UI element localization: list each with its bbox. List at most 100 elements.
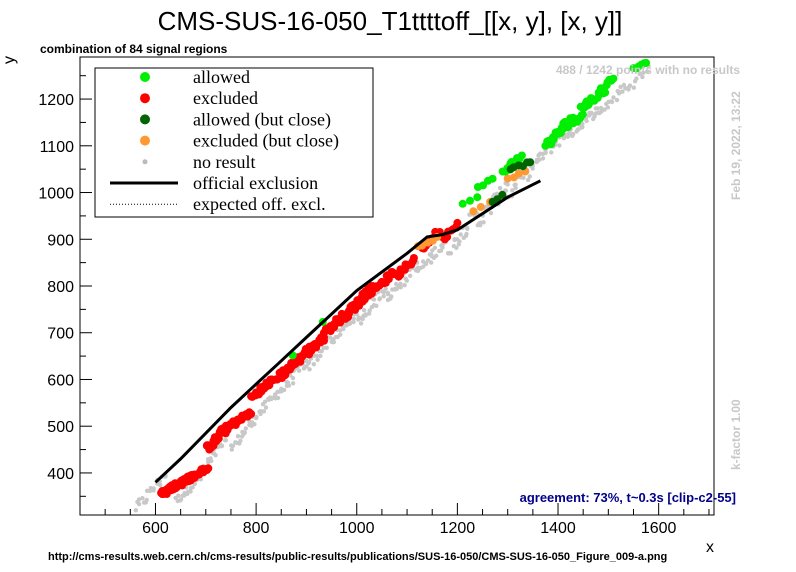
point-no-result <box>136 501 142 507</box>
source-url: http://cms-results.web.cern.ch/cms-resul… <box>48 551 667 563</box>
legend-marker <box>142 159 148 165</box>
agreement-note: agreement: 73%, t~0.3s [clip-c2-55] <box>520 490 736 505</box>
point-no-result <box>371 297 377 302</box>
point-no-result <box>158 482 163 488</box>
point-allowed-close <box>498 190 507 199</box>
point-allowed <box>458 199 467 208</box>
point-allowed <box>549 135 558 144</box>
point-no-result <box>513 185 518 191</box>
point-no-result <box>235 434 241 439</box>
point-no-result <box>530 166 535 171</box>
point-no-result <box>510 188 515 193</box>
point-excluded-close <box>476 203 485 211</box>
point-excluded-close <box>514 169 523 178</box>
y-axis-label: y <box>1 56 18 64</box>
point-excluded <box>453 218 462 227</box>
point-no-result <box>319 349 324 354</box>
y-tick-label: 500 <box>47 419 74 436</box>
point-no-result <box>238 438 243 443</box>
point-no-result <box>457 239 462 244</box>
point-no-result <box>258 409 263 414</box>
point-no-result <box>521 175 526 180</box>
point-no-result <box>304 364 309 369</box>
point-excluded <box>204 464 213 473</box>
point-no-result <box>595 106 600 111</box>
official-exclusion-curve <box>154 179 542 484</box>
legend-label: expected off. excl. <box>193 194 326 214</box>
x-tick-label: 1600 <box>641 520 677 537</box>
point-no-result <box>465 226 470 231</box>
point-allowed <box>466 196 474 205</box>
point-no-result <box>374 303 379 308</box>
official-exclusion-line <box>154 179 542 484</box>
legend-marker <box>140 93 150 104</box>
point-allowed-close <box>526 158 535 167</box>
point-excluded <box>247 409 256 418</box>
point-no-result <box>151 486 156 491</box>
y-tick-label: 1000 <box>38 186 74 203</box>
chart-subtitle: combination of 84 signal regions <box>40 42 228 56</box>
point-no-result <box>178 497 184 502</box>
point-no-result <box>285 380 291 385</box>
point-no-result <box>140 496 145 501</box>
point-no-result <box>223 438 229 443</box>
point-no-result <box>136 497 142 502</box>
point-excluded <box>409 254 418 262</box>
point-no-result <box>527 174 532 179</box>
point-no-result <box>263 405 269 410</box>
y-tick-label: 400 <box>47 466 74 483</box>
point-no-result <box>331 339 336 345</box>
point-no-result <box>297 368 302 373</box>
point-excluded-close <box>503 174 512 183</box>
point-no-result <box>358 321 364 326</box>
point-excluded <box>320 336 328 345</box>
point-no-result <box>576 127 581 132</box>
point-no-result <box>570 132 576 137</box>
point-no-result <box>403 276 408 281</box>
point-no-result <box>494 191 500 196</box>
point-no-result <box>324 345 329 350</box>
point-no-result <box>634 76 639 81</box>
x-axis-label: x <box>706 539 714 556</box>
legend-label: allowed <box>193 67 250 87</box>
point-no-result <box>133 508 138 513</box>
point-no-result <box>381 294 386 299</box>
x-tick-label: 1200 <box>440 520 476 537</box>
x-tick-label: 1000 <box>339 520 375 537</box>
point-no-result <box>464 231 469 237</box>
legend-label: excluded (but close) <box>193 131 339 152</box>
x-tick-label: 600 <box>142 520 169 537</box>
point-no-result <box>420 264 426 269</box>
point-no-result <box>611 95 616 100</box>
point-no-result <box>402 283 407 288</box>
point-no-result <box>388 296 393 301</box>
y-tick-label: 1100 <box>40 139 75 156</box>
x-tick-label: 1400 <box>540 520 576 537</box>
legend-marker <box>140 72 150 82</box>
point-no-result <box>351 316 356 321</box>
legend-label: allowed (but close) <box>193 109 331 130</box>
point-no-result <box>557 143 562 148</box>
point-no-result <box>254 414 259 420</box>
point-no-result <box>580 124 585 130</box>
point-no-result <box>360 316 365 322</box>
point-no-result <box>315 357 320 362</box>
point-no-result <box>458 232 463 237</box>
point-no-result <box>497 185 503 191</box>
point-no-result <box>448 251 454 256</box>
y-tick-label: 700 <box>47 326 74 343</box>
point-no-result <box>637 71 642 77</box>
point-no-result <box>314 353 319 358</box>
point-no-result <box>366 311 372 316</box>
chart-title: CMS-SUS-16-050_T1ttttoff_[[x, y], [x, y]… <box>158 6 623 36</box>
point-no-result <box>549 150 554 155</box>
point-no-result <box>383 286 388 291</box>
point-no-result <box>188 489 193 494</box>
point-no-result <box>513 182 518 187</box>
point-no-result <box>261 409 267 414</box>
y-tick-label: 1200 <box>38 92 74 109</box>
point-no-result <box>252 422 257 427</box>
point-no-result <box>398 285 403 290</box>
